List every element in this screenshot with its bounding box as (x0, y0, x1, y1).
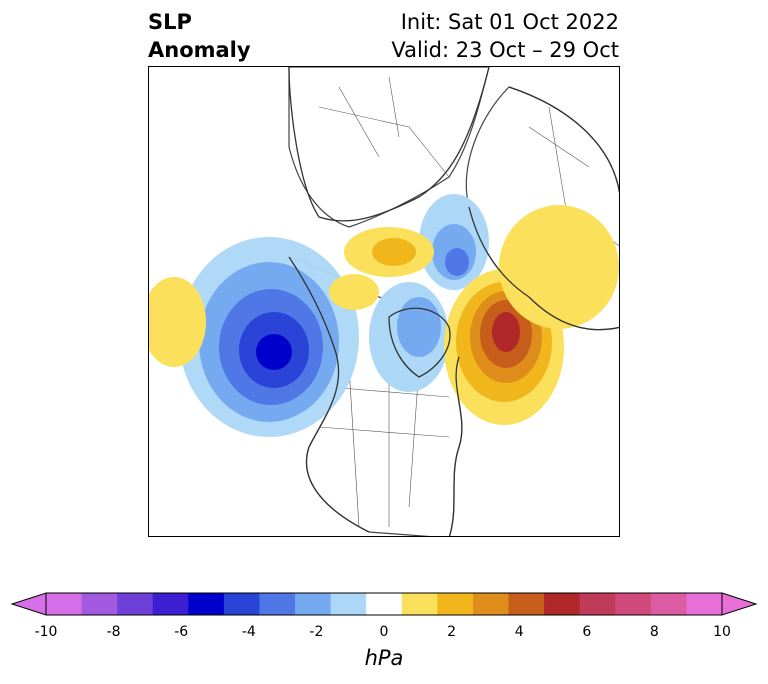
political-borders (318, 76, 619, 528)
colorbar-cell (615, 593, 652, 615)
colorbar-tick-label: 4 (514, 624, 524, 640)
colorbar-cell (544, 593, 581, 615)
colorbar-cell (223, 593, 260, 615)
colorbar-cell (330, 593, 367, 615)
colorbar-cell (437, 593, 474, 615)
colorbar-cell (366, 593, 403, 615)
colorbar-cell (508, 593, 545, 615)
colorbar-cell (686, 593, 723, 615)
colorbar-cell (579, 593, 616, 615)
negative-anomaly-pacific (179, 237, 359, 437)
colorbar-tick-label: -6 (174, 624, 189, 640)
colorbar-tick-label: 2 (447, 624, 457, 640)
colorbar-tick-label: 6 (582, 624, 592, 640)
colorbar-cell (650, 593, 687, 615)
colorbar-cell (472, 593, 510, 615)
colorbar-cell (81, 593, 118, 615)
colorbar-tick-label: -10 (34, 624, 58, 640)
init-date: Init: Sat 01 Oct 2022 (400, 10, 619, 34)
colorbar-tick-label: -4 (241, 624, 256, 640)
colorbar-tick-label: -2 (309, 624, 324, 640)
positive-anomaly-other (149, 205, 619, 367)
colorbar-tick-label: 10 (713, 624, 731, 640)
chart-title: SLP Anomaly (148, 8, 251, 64)
colorbar-unit: hPa (364, 646, 404, 670)
colorbar-cell (46, 593, 83, 615)
map-panel (148, 66, 620, 537)
colorbar-tick-label: -8 (106, 624, 121, 640)
title-line-2: Anomaly (148, 38, 251, 62)
colorbar-tick-label: 8 (649, 624, 659, 640)
colorbar-cell (295, 593, 332, 615)
colorbar-cell (188, 593, 225, 615)
forecast-info: Init: Sat 01 Oct 2022 Valid: 23 Oct – 29… (391, 8, 619, 64)
colorbar-cell (152, 593, 189, 615)
anomaly-map (149, 67, 619, 536)
colorbar (10, 592, 758, 616)
title-line-1: SLP (148, 10, 192, 34)
colorbar-tick-label: 0 (379, 624, 389, 640)
colorbar-cell (401, 593, 438, 615)
colorbar-cell (117, 593, 154, 615)
valid-range: Valid: 23 Oct – 29 Oct (391, 38, 619, 62)
colorbar-cell (259, 593, 296, 615)
colorbar-extend-min (10, 592, 47, 616)
colorbar-extend-max (721, 592, 758, 616)
coastlines (288, 67, 619, 536)
